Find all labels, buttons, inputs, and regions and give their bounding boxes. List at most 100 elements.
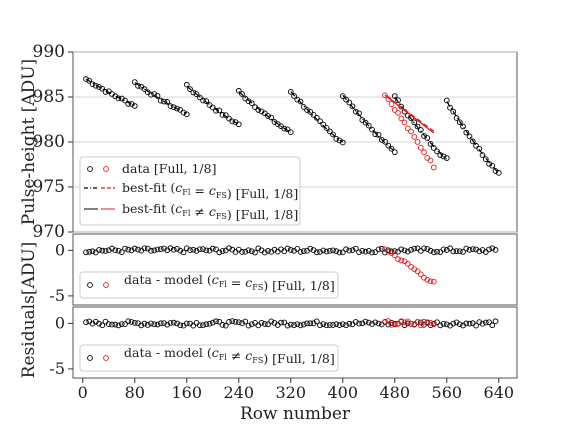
data-point: [291, 322, 297, 328]
data-point: [87, 355, 93, 361]
data-point: [463, 320, 470, 327]
x-tick-label: 640: [484, 383, 515, 402]
legend-label: best-fit (cFl = cFS) [Full, 1/8]: [122, 180, 298, 201]
data-point: [330, 131, 336, 138]
data-point: [226, 318, 232, 325]
data-point: [206, 320, 213, 327]
y-tick-label: 985: [33, 87, 65, 107]
data-point: [434, 248, 440, 255]
data-point: [339, 249, 346, 256]
data-point: [398, 257, 405, 264]
data-point: [265, 321, 271, 328]
data-point: [401, 258, 408, 265]
data-point: [421, 149, 427, 156]
data-point: [115, 247, 122, 254]
data-point: [469, 320, 476, 327]
data-point: [404, 248, 411, 255]
data-point: [105, 321, 112, 327]
data-point: [278, 319, 284, 326]
data-point: [414, 139, 421, 145]
data-point: [385, 142, 392, 149]
data-point: [187, 86, 193, 92]
data-point: [229, 118, 236, 125]
data-point: [248, 248, 255, 255]
data-point: [222, 322, 229, 329]
data-point: [489, 245, 496, 252]
data-point: [151, 247, 158, 254]
data-point: [92, 82, 99, 89]
data-point: [170, 246, 177, 253]
data-point: [427, 157, 434, 164]
data-point: [430, 321, 437, 328]
data-point: [122, 321, 128, 327]
data-point: [115, 322, 122, 329]
data-point: [222, 247, 229, 254]
data-point: [125, 318, 132, 325]
data-point: [317, 249, 323, 255]
data-point: [489, 162, 496, 169]
data-point: [382, 138, 388, 145]
data-point: [141, 86, 148, 92]
data-point: [87, 166, 93, 172]
data-point: [408, 321, 414, 327]
data-point: [300, 321, 307, 328]
data-point: [167, 320, 174, 326]
data-point: [401, 119, 408, 126]
data-point: [229, 318, 236, 324]
y-tick-label: 980: [33, 132, 65, 152]
data-point: [196, 246, 203, 253]
data-point: [424, 135, 431, 141]
data-point: [187, 247, 193, 253]
data-point: [177, 322, 184, 329]
data-point: [141, 320, 148, 327]
data-point: [469, 138, 476, 145]
data-point: [193, 248, 200, 254]
data-point: [219, 112, 226, 118]
x-tick-label: 0: [78, 383, 88, 402]
data-point: [346, 99, 353, 106]
data-point: [372, 319, 379, 326]
data-point: [190, 322, 197, 329]
data-point: [287, 129, 294, 136]
legend-label: data [Full, 1/8]: [122, 161, 216, 176]
data-point: [177, 107, 184, 113]
data-point: [154, 246, 161, 253]
data-point: [356, 249, 362, 256]
data-point: [391, 321, 398, 328]
data-point: [339, 321, 346, 328]
data-point: [148, 91, 154, 98]
data-point: [476, 319, 483, 325]
data-point: [222, 112, 229, 118]
data-point: [122, 245, 128, 252]
data-point: [430, 278, 437, 285]
data-point: [369, 321, 375, 327]
data-point: [105, 247, 112, 254]
data-point: [352, 245, 359, 252]
data-point: [408, 128, 414, 135]
data-point: [430, 145, 437, 151]
data-point: [174, 320, 180, 327]
data-point: [388, 322, 395, 328]
top-ylabel: Pulse-height [ADU]: [19, 59, 39, 225]
data-point: [239, 91, 245, 97]
data-point: [252, 104, 258, 110]
data-point: [310, 112, 317, 118]
data-point: [86, 77, 93, 84]
data-point: [242, 318, 249, 325]
data-point: [200, 246, 206, 252]
data-point: [242, 248, 249, 255]
data-point: [391, 93, 398, 99]
data-point: [414, 123, 421, 130]
data-point: [255, 107, 262, 113]
data-point: [248, 321, 255, 328]
data-point: [164, 99, 171, 105]
legend: data [Full, 1/8] best-fit (cFl = cFS) [Fu…: [79, 156, 301, 226]
data-point: [131, 320, 138, 326]
data-point: [401, 247, 408, 254]
data-point: [408, 246, 414, 253]
middle-panel: 0 -5 data - model (cFl = cFS) [Full, 1/8]: [49, 233, 518, 306]
data-point: [375, 246, 382, 253]
data-point: [398, 246, 405, 253]
data-point: [365, 248, 372, 254]
data-point: [109, 321, 115, 328]
